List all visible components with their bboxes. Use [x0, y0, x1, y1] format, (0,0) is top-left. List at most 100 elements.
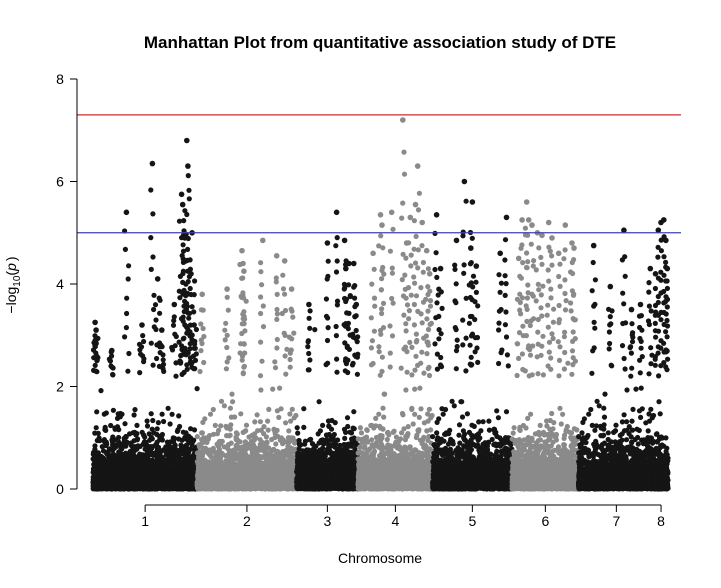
snp-point — [160, 357, 166, 363]
snp-point — [168, 477, 174, 483]
snp-point — [93, 340, 99, 347]
snp-point — [185, 279, 191, 285]
snp-point — [169, 411, 175, 417]
snp-point — [181, 481, 187, 487]
snp-point — [140, 333, 146, 339]
snp-point — [240, 429, 246, 435]
snp-point — [185, 246, 191, 252]
snp-point — [150, 254, 156, 260]
snp-point — [164, 439, 170, 445]
snp-point — [139, 429, 145, 435]
snp-point — [109, 364, 115, 370]
snp-point — [210, 406, 216, 413]
snp-point — [192, 357, 199, 363]
snp-point — [218, 423, 224, 429]
snp-point — [132, 407, 138, 413]
snp-point — [186, 187, 192, 193]
snp-point — [187, 447, 193, 453]
snp-point — [93, 368, 99, 374]
snp-point — [152, 302, 159, 308]
snp-point — [160, 352, 166, 358]
snp-point — [188, 478, 194, 485]
snp-point — [223, 423, 229, 429]
snp-point — [270, 386, 276, 392]
snp-point — [168, 467, 174, 473]
snp-point — [121, 481, 127, 487]
snp-point — [148, 411, 154, 417]
snp-point — [144, 418, 150, 424]
snp-point — [148, 340, 154, 346]
snp-point — [227, 432, 233, 438]
snp-point — [188, 437, 194, 443]
snp-point — [150, 211, 156, 217]
snp-point — [153, 317, 159, 323]
snp-point — [191, 292, 197, 298]
snp-point — [153, 470, 159, 476]
snp-peak-point — [159, 327, 165, 333]
snp-point — [274, 408, 280, 414]
snp-point — [286, 428, 292, 434]
snp-point — [134, 422, 140, 428]
snp-point — [148, 464, 154, 470]
snp-point — [290, 435, 296, 441]
snp-point — [128, 462, 134, 468]
snp-point — [137, 443, 143, 449]
snp-point — [151, 430, 157, 436]
snp-point — [212, 422, 218, 428]
snp-point — [180, 279, 186, 285]
snp-point — [161, 418, 167, 425]
snp-peak-point — [123, 209, 130, 216]
snp-point — [185, 452, 191, 458]
snp-point — [109, 463, 115, 469]
snp-point — [141, 338, 147, 345]
snp-point — [243, 422, 250, 428]
snp-point — [130, 450, 136, 456]
snp-point — [110, 372, 116, 378]
snp-point — [185, 484, 191, 490]
snp-point — [163, 444, 169, 450]
snp-point — [124, 310, 130, 317]
snp-point — [151, 479, 157, 485]
snp-point — [131, 412, 137, 418]
snp-point — [184, 300, 190, 307]
snp-point — [150, 459, 157, 465]
snp-point — [122, 246, 128, 252]
snp-point — [134, 472, 140, 478]
snp-point — [148, 235, 154, 241]
snp-point — [187, 257, 193, 263]
snp-point — [180, 314, 186, 320]
snp-point — [276, 414, 282, 420]
snp-point — [172, 442, 178, 448]
snp-point — [252, 419, 258, 425]
snp-point — [118, 485, 124, 491]
snp-point — [179, 253, 185, 259]
snp-point — [161, 485, 167, 491]
snp-point — [254, 412, 260, 418]
snp-point — [150, 417, 156, 424]
snp-point — [92, 362, 98, 368]
snp-point — [119, 444, 125, 450]
snp-point — [180, 429, 186, 435]
snp-point — [178, 359, 184, 365]
snp-point — [185, 173, 191, 179]
snp-point — [277, 385, 283, 391]
snp-point — [154, 355, 160, 362]
snp-point — [229, 391, 235, 397]
snp-point — [121, 471, 127, 477]
snp-point — [265, 427, 271, 433]
snp-peak-point — [185, 163, 191, 169]
snp-point — [169, 347, 176, 353]
snp-point — [165, 405, 171, 411]
snp-point — [141, 359, 147, 365]
snp-point — [184, 442, 190, 448]
snp-point — [181, 461, 187, 467]
snp-point — [273, 441, 279, 447]
snp-point — [94, 409, 100, 415]
snp-point — [90, 347, 97, 353]
snp-point — [153, 326, 159, 333]
snp-point — [194, 386, 200, 392]
snp-point — [156, 295, 162, 301]
snp-point — [221, 403, 227, 409]
snp-point — [92, 430, 98, 436]
snp-point — [186, 196, 192, 202]
